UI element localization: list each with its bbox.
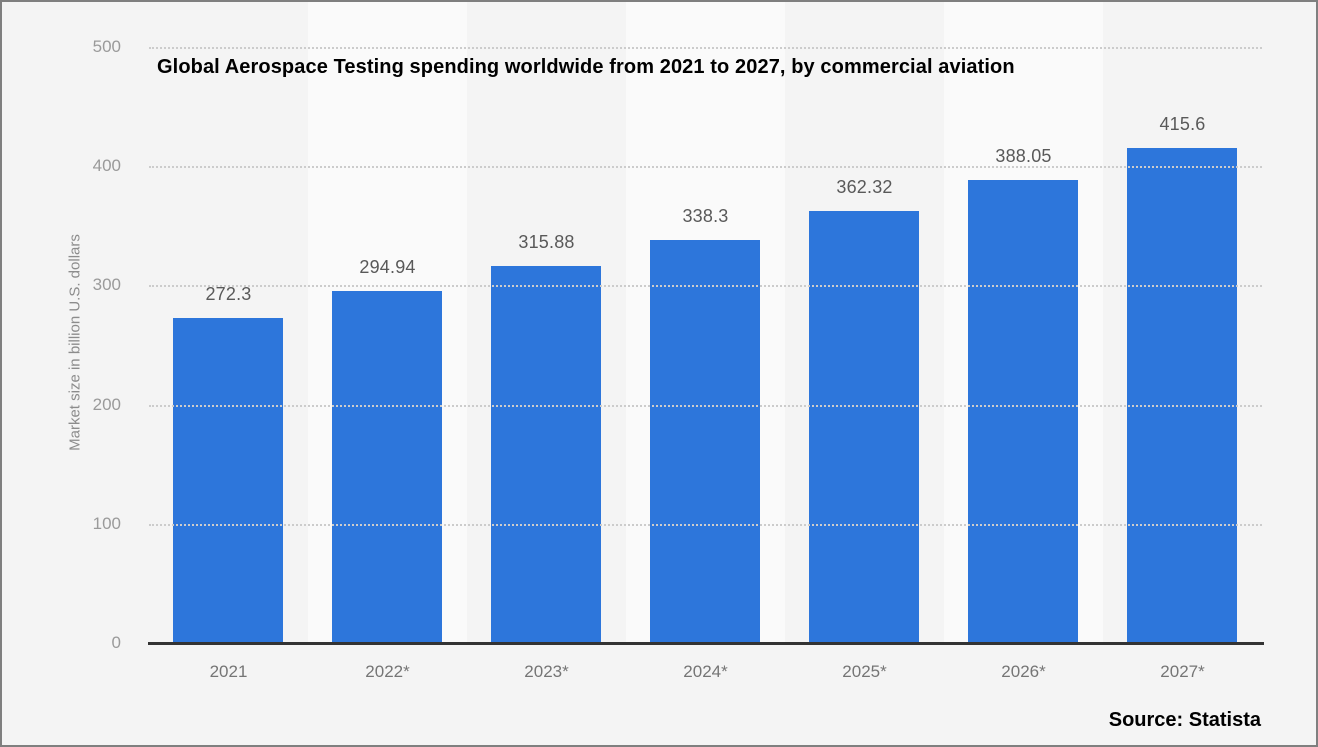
bar-2024[interactable] — [650, 240, 760, 643]
y-tick-label: 100 — [92, 514, 121, 533]
bar-value-label: 272.3 — [205, 284, 252, 304]
y-axis-title: Market size in billion U.S. dollars — [66, 234, 84, 451]
gridline-100 — [149, 524, 1262, 526]
x-tick-label: 2021 — [209, 662, 248, 681]
bar-value-label: 388.05 — [995, 146, 1052, 166]
bar-value-label: 338.3 — [682, 206, 729, 226]
column-band-2027 — [1103, 2, 1262, 643]
column-band-2026 — [944, 2, 1103, 643]
plot-area — [149, 2, 1262, 643]
bar-2026[interactable] — [968, 180, 1078, 643]
y-tick-label: 500 — [92, 37, 121, 56]
bar-value-label: 315.88 — [518, 232, 575, 252]
column-band-2021 — [149, 2, 308, 643]
x-tick-label: 2026* — [1001, 662, 1046, 681]
y-tick-label: 400 — [92, 156, 121, 175]
y-tick-label: 0 — [111, 633, 121, 652]
bar-2021[interactable] — [173, 318, 283, 643]
bar-value-label: 294.94 — [359, 257, 416, 277]
bar-value-label: 415.6 — [1159, 114, 1206, 134]
source-credit: Source: Statista — [1108, 709, 1261, 731]
column-band-2025 — [785, 2, 944, 643]
bar-2027[interactable] — [1127, 148, 1237, 643]
x-tick-label: 2023* — [524, 662, 569, 681]
chart-title: Global Aerospace Testing spending worldw… — [157, 56, 1015, 78]
bar-2025[interactable] — [809, 211, 919, 643]
bar-2022[interactable] — [332, 291, 442, 643]
gridline-200 — [149, 405, 1262, 407]
column-band-2022 — [308, 2, 467, 643]
x-tick-label: 2025* — [842, 662, 887, 681]
column-band-2023 — [467, 2, 626, 643]
y-tick-label: 300 — [92, 275, 121, 294]
x-tick-label: 2022* — [365, 662, 410, 681]
gridline-400 — [149, 166, 1262, 168]
x-axis-line — [148, 642, 1264, 645]
column-band-2024 — [626, 2, 785, 643]
bar-2023[interactable] — [491, 266, 601, 643]
bar-value-label: 362.32 — [836, 177, 893, 197]
x-tick-label: 2027* — [1160, 662, 1205, 681]
x-tick-label: 2024* — [683, 662, 728, 681]
gridline-500 — [149, 47, 1262, 49]
gridline-300 — [149, 285, 1262, 287]
y-tick-label: 200 — [92, 395, 121, 414]
